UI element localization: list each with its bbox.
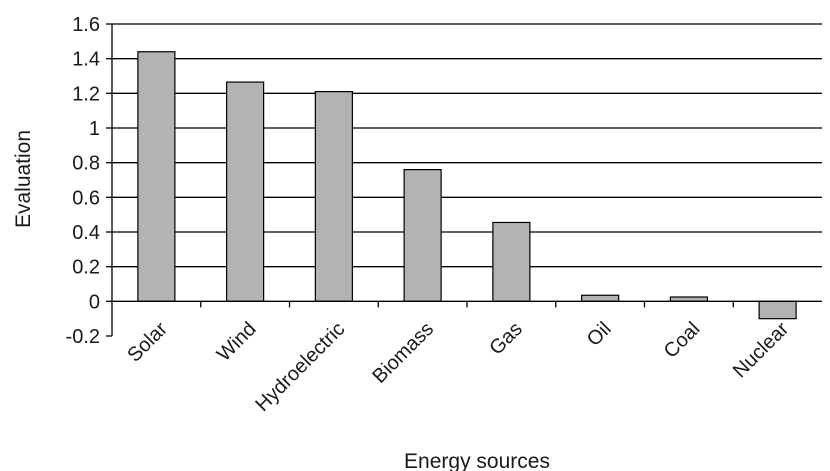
- x-tick-label: Solar: [123, 318, 172, 367]
- y-tick-label: 1: [89, 118, 100, 140]
- y-tick-label: 0.6: [72, 187, 100, 209]
- bars: [137, 51, 797, 320]
- y-tick-label: 1.2: [72, 83, 100, 105]
- bar-gas: [492, 221, 531, 302]
- y-tick-label: 0: [89, 291, 100, 313]
- x-tick-label: Hydroelectric: [251, 318, 349, 416]
- bar-oil: [581, 294, 620, 302]
- x-axis-title: Energy sources: [404, 450, 550, 471]
- y-tick-label: -0.2: [66, 326, 100, 348]
- x-tick-label: Gas: [485, 318, 526, 359]
- bar-biomass: [403, 169, 442, 302]
- bar-solar: [137, 51, 176, 302]
- x-tick-label: Coal: [660, 318, 705, 363]
- x-tick-label: Nuclear: [729, 318, 794, 383]
- y-tick-label: 1.6: [72, 14, 100, 36]
- y-axis-title: Evaluation: [12, 130, 35, 228]
- x-tick-label: Biomass: [368, 318, 438, 388]
- y-tick-label: 0.8: [72, 153, 100, 175]
- x-tick-label: Oil: [583, 318, 616, 351]
- bar-wind: [226, 81, 265, 302]
- axes: [106, 23, 822, 337]
- bar-nuclear: [758, 300, 797, 320]
- x-tick-label: Wind: [213, 318, 261, 366]
- y-tick-label: 0.4: [72, 222, 100, 244]
- y-tick-label: 0.2: [72, 257, 100, 279]
- y-tick-label: 1.4: [72, 49, 100, 71]
- bar-hydroelectric: [314, 90, 353, 302]
- y-tick-labels: -0.2 0 0.2 0.4 0.6 0.8 1 1.2 1.4 1.6: [66, 14, 100, 348]
- gridlines: [112, 23, 822, 268]
